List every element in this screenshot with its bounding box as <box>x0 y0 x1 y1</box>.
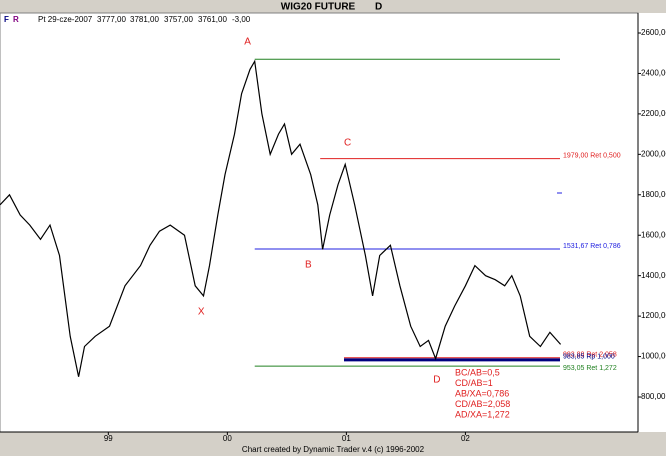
ratio-label: AB/XA=0,786 <box>455 388 509 398</box>
info-change: -3,00 <box>232 15 251 24</box>
price-line <box>0 59 562 377</box>
x-tick-label: 02 <box>461 434 470 443</box>
y-tick-label: 1000,00 <box>641 352 666 361</box>
y-tick-label: 2000,00 <box>641 149 666 158</box>
x-tick-label: 00 <box>223 434 232 443</box>
x-tick-label: 01 <box>342 434 351 443</box>
wave-label: D <box>433 375 440 386</box>
axis-area <box>638 13 666 432</box>
chart-title: WIG20 FUTURE <box>281 2 356 13</box>
wave-label: X <box>198 307 205 318</box>
y-tick-label: 2200,00 <box>641 109 666 118</box>
ratio-label: BC/AB=0,5 <box>455 367 500 377</box>
level-label: 1979,00 Ret 0,500 <box>563 152 621 159</box>
level-label: 953,05 Ret 1,272 <box>563 365 617 372</box>
plot-area <box>0 12 639 433</box>
y-tick-label: 2400,00 <box>641 69 666 78</box>
info-high: 3781,00 <box>130 15 159 24</box>
wave-label: A <box>244 37 251 48</box>
info-open: 3777,00 <box>97 15 126 24</box>
level-label: 983,85 Rp 1,000 <box>563 354 615 361</box>
info-close: 3761,00 <box>198 15 227 24</box>
y-tick-label: 1400,00 <box>641 271 666 280</box>
ratio-label: AD/XA=1,272 <box>455 409 510 419</box>
ratio-label: CD/AB=1 <box>455 378 493 388</box>
y-tick-label: 800,00 <box>641 392 666 401</box>
toolbar-icon[interactable]: R <box>13 15 19 24</box>
wave-label: C <box>344 138 351 149</box>
level-label: 993,88 Ret 2,058 <box>563 352 617 359</box>
level-label: 1531,67 Ret 0,786 <box>563 243 621 250</box>
y-tick-label: 2600,00 <box>641 28 666 37</box>
ratio-label: CD/AB=2,058 <box>455 399 510 409</box>
period: D <box>375 2 382 13</box>
toolbar-icon[interactable]: F <box>4 15 9 24</box>
wave-label: B <box>305 260 312 271</box>
info-date: Pt 29-cze-2007 <box>38 15 93 24</box>
y-tick-label: 1200,00 <box>641 311 666 320</box>
y-tick-label: 1800,00 <box>641 190 666 199</box>
x-tick-label: 99 <box>104 434 113 443</box>
info-low: 3757,00 <box>164 15 193 24</box>
footer: Chart created by Dynamic Trader v.4 (c) … <box>242 445 425 454</box>
y-tick-label: 1600,00 <box>641 230 666 239</box>
